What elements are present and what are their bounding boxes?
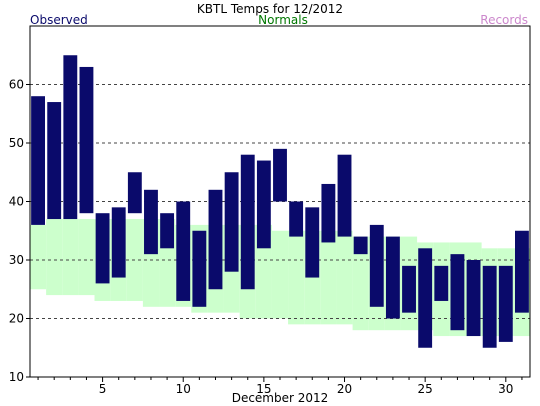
observed-bar: [176, 201, 191, 301]
y-tick-label: 10: [9, 370, 24, 384]
observed-bar: [305, 207, 320, 278]
normals-band-segment: [46, 219, 63, 296]
y-tick-label: 40: [9, 195, 24, 209]
x-axis-label: December 2012: [232, 391, 329, 405]
grid-layer: [30, 84, 530, 319]
y-tick-label: 30: [9, 253, 24, 267]
observed-bar: [289, 201, 304, 237]
observed-bar: [418, 248, 433, 348]
x-tick-label: 30: [498, 382, 513, 396]
observed-bar: [208, 189, 223, 290]
normals-band-segment: [320, 230, 337, 325]
legend-records: Records: [480, 13, 528, 27]
normals-band-segment: [30, 224, 47, 290]
observed-bar: [466, 260, 481, 337]
observed-bar: [273, 148, 287, 202]
observed-bar: [127, 172, 142, 214]
observed-bar: [450, 254, 465, 331]
normals-band-segment: [336, 230, 353, 325]
observed-bar: [192, 230, 207, 307]
observed-bar: [31, 96, 45, 225]
observed-bar: [160, 213, 175, 249]
chart-title: KBTL Temps for 12/2012: [197, 2, 343, 16]
observed-bar: [224, 172, 239, 272]
observed-bar: [369, 224, 384, 307]
observed-bar: [402, 265, 416, 313]
normals-band-segment: [271, 230, 289, 319]
observed-bar: [321, 183, 336, 243]
observed-bar: [482, 265, 497, 348]
observed-bar: [353, 236, 368, 255]
observed-bar: [63, 55, 78, 220]
legend-normals: Normals: [258, 13, 308, 27]
x-tick-label: 10: [176, 382, 191, 396]
x-tick-label: 25: [418, 382, 433, 396]
normals-band-segment: [78, 219, 95, 296]
observed-bar: [111, 207, 126, 278]
y-tick-label: 60: [9, 78, 24, 92]
x-tick-label: 5: [99, 382, 107, 396]
observed-bar: [256, 160, 271, 249]
normals-band-segment: [62, 219, 79, 296]
observed-bar: [144, 189, 158, 255]
observed-bars-layer: [31, 55, 529, 348]
observed-bar: [95, 213, 110, 284]
observed-bar: [79, 66, 94, 214]
observed-bar: [47, 102, 62, 220]
observed-bar: [515, 230, 529, 313]
observed-bar: [337, 154, 352, 237]
observed-bar: [385, 236, 400, 319]
observed-bar: [498, 265, 513, 342]
x-tick-label: 20: [337, 382, 352, 396]
observed-bar: [434, 265, 449, 301]
axis-layer: 10 20 30 40 50 60 5 10 15 20 25 30: [9, 78, 523, 396]
plot-frame: [29, 25, 531, 378]
y-tick-label: 50: [9, 136, 24, 150]
y-tick-label: 20: [9, 312, 24, 326]
observed-bar: [240, 154, 255, 290]
normals-band-segment: [288, 230, 305, 325]
x-tick-label: 15: [256, 382, 271, 396]
legend-observed: Observed: [30, 13, 88, 27]
